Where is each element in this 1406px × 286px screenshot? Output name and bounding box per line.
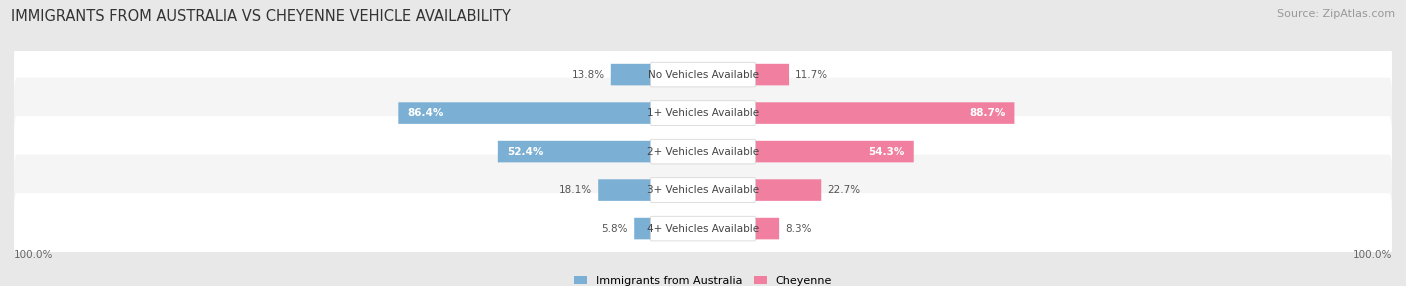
FancyBboxPatch shape [651, 178, 755, 202]
FancyBboxPatch shape [651, 139, 755, 164]
FancyBboxPatch shape [498, 141, 651, 162]
FancyBboxPatch shape [14, 78, 1392, 148]
FancyBboxPatch shape [651, 101, 755, 125]
Text: 3+ Vehicles Available: 3+ Vehicles Available [647, 185, 759, 195]
Text: 13.8%: 13.8% [572, 69, 605, 80]
FancyBboxPatch shape [755, 179, 821, 201]
Text: 52.4%: 52.4% [508, 147, 543, 156]
Text: 4+ Vehicles Available: 4+ Vehicles Available [647, 224, 759, 234]
Text: 2+ Vehicles Available: 2+ Vehicles Available [647, 147, 759, 156]
FancyBboxPatch shape [398, 102, 651, 124]
FancyBboxPatch shape [755, 218, 779, 239]
FancyBboxPatch shape [651, 62, 755, 87]
FancyBboxPatch shape [14, 155, 1392, 225]
Text: IMMIGRANTS FROM AUSTRALIA VS CHEYENNE VEHICLE AVAILABILITY: IMMIGRANTS FROM AUSTRALIA VS CHEYENNE VE… [11, 9, 512, 23]
Text: 100.0%: 100.0% [1353, 250, 1392, 260]
FancyBboxPatch shape [14, 116, 1392, 187]
Text: 22.7%: 22.7% [827, 185, 860, 195]
FancyBboxPatch shape [598, 179, 651, 201]
FancyBboxPatch shape [14, 193, 1392, 264]
FancyBboxPatch shape [610, 64, 651, 85]
Text: 86.4%: 86.4% [408, 108, 444, 118]
FancyBboxPatch shape [755, 64, 789, 85]
Text: No Vehicles Available: No Vehicles Available [648, 69, 758, 80]
Legend: Immigrants from Australia, Cheyenne: Immigrants from Australia, Cheyenne [569, 271, 837, 286]
Text: 1+ Vehicles Available: 1+ Vehicles Available [647, 108, 759, 118]
Text: 11.7%: 11.7% [796, 69, 828, 80]
FancyBboxPatch shape [651, 216, 755, 241]
Text: 5.8%: 5.8% [602, 224, 628, 234]
Text: 8.3%: 8.3% [785, 224, 811, 234]
Text: Source: ZipAtlas.com: Source: ZipAtlas.com [1277, 9, 1395, 19]
FancyBboxPatch shape [755, 141, 914, 162]
FancyBboxPatch shape [14, 39, 1392, 110]
Text: 54.3%: 54.3% [869, 147, 904, 156]
Text: 100.0%: 100.0% [14, 250, 53, 260]
Text: 88.7%: 88.7% [969, 108, 1005, 118]
FancyBboxPatch shape [755, 102, 1014, 124]
Text: 18.1%: 18.1% [560, 185, 592, 195]
FancyBboxPatch shape [634, 218, 651, 239]
